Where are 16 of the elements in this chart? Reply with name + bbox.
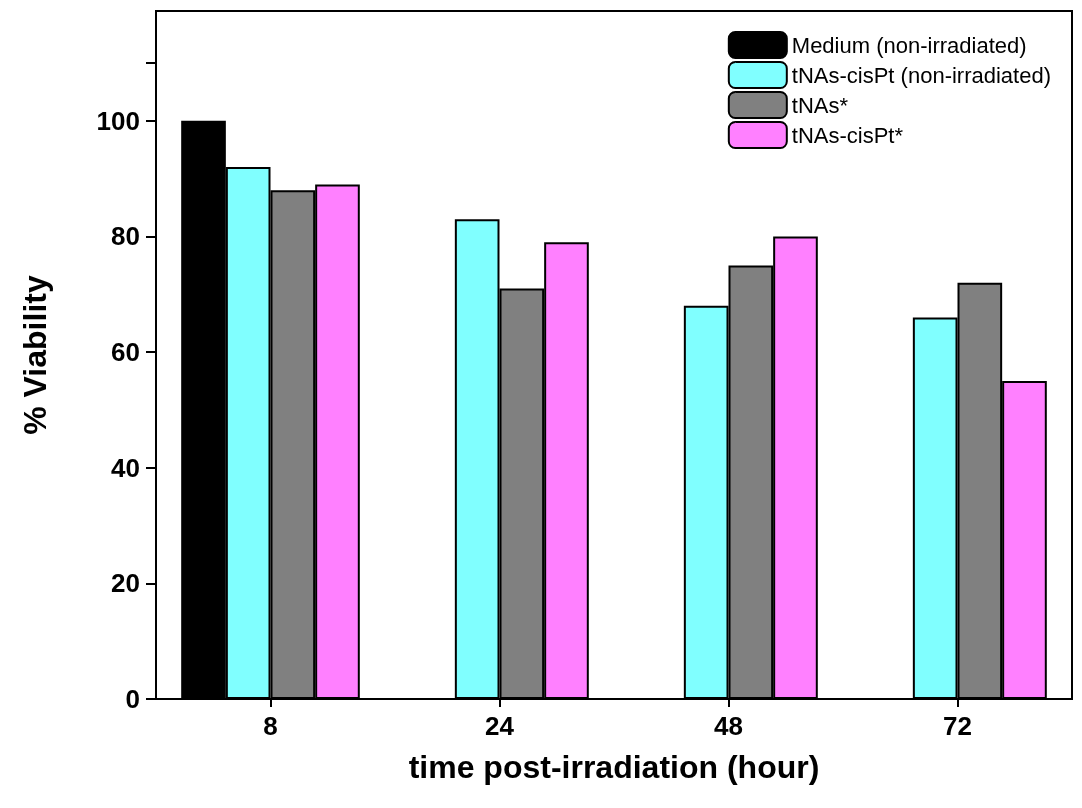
legend-label: tNAs-cisPt* <box>791 122 904 148</box>
y-tick-label: 40 <box>111 452 140 483</box>
x-tick-label: 48 <box>714 711 743 741</box>
legend-label: Medium (non-irradiated) <box>791 32 1027 58</box>
x-tick-label: 72 <box>943 711 972 741</box>
y-tick-label: 100 <box>96 105 140 136</box>
x-axis-title: time post-irradiation (hour) <box>408 749 820 785</box>
y-axis-title: % Viability <box>17 275 53 435</box>
x-tick-label: 8 <box>263 711 278 741</box>
y-tick-label: 80 <box>111 221 140 252</box>
y-tick-label: 20 <box>111 568 140 599</box>
legend-label: tNAs-cisPt (non-irradiated) <box>791 62 1051 88</box>
x-tick-label: 24 <box>485 711 515 741</box>
y-tick-label: 0 <box>125 684 140 714</box>
y-tick-label: 60 <box>111 337 140 368</box>
legend-label: tNAs* <box>791 92 849 118</box>
